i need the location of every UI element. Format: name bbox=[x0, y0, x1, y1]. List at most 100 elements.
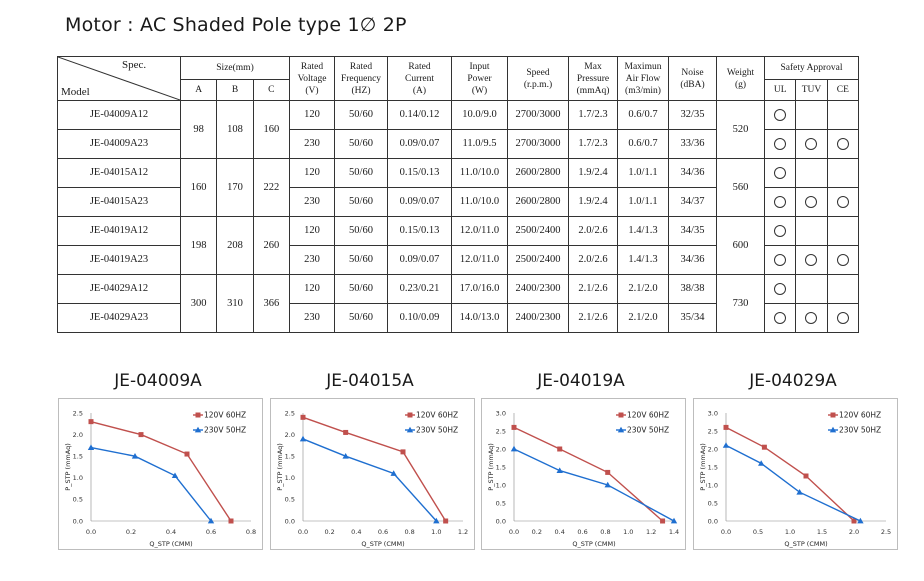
table-row: JE-04029A23 230 50/60 0.10/0.09 14.0/13.0 240… bbox=[57, 303, 859, 333]
chart-title: JE-04019A bbox=[537, 371, 625, 391]
voltage-cell: 230 bbox=[289, 245, 335, 275]
speed-cell: 2500/2400 bbox=[507, 245, 569, 275]
tuv-approval bbox=[795, 130, 826, 158]
legend-marker bbox=[406, 426, 414, 433]
safety-cell bbox=[764, 303, 859, 333]
y-tick-label: 2.5 bbox=[285, 409, 295, 417]
noise-cell: 34/36 bbox=[668, 245, 717, 275]
data-point bbox=[207, 517, 215, 524]
y-tick-label: 2.5 bbox=[496, 427, 506, 435]
legend-label: 230V 50HZ bbox=[204, 426, 246, 435]
page-title: Motor : AC Shaded Pole type 1∅ 2P bbox=[65, 14, 407, 36]
model-cell: JE-04029A23 bbox=[57, 303, 181, 333]
size-b-header: B bbox=[216, 80, 252, 100]
power-cell: 12.0/11.0 bbox=[451, 245, 508, 275]
data-point bbox=[390, 470, 397, 476]
power-cell: 17.0/16.0 bbox=[451, 274, 508, 304]
legend-label: 120V 60HZ bbox=[839, 411, 881, 420]
data-point bbox=[557, 446, 563, 452]
frequency-cell: 50/60 bbox=[334, 129, 388, 159]
data-point bbox=[171, 472, 179, 479]
y-tick-label: 2.0 bbox=[73, 431, 83, 439]
ce-approval bbox=[826, 275, 858, 303]
x-tick-label: 1.5 bbox=[817, 528, 827, 536]
frequency-cell: 50/60 bbox=[334, 216, 388, 246]
frequency-cell: 50/60 bbox=[334, 245, 388, 275]
y-tick-label: 1.0 bbox=[73, 474, 83, 482]
model-cell: JE-04019A12 bbox=[57, 216, 181, 246]
x-axis-label: Q_STP (CMM) bbox=[784, 540, 827, 548]
table-row: JE-04019A12 198 208 260 120 50/60 0.15/0.13 12.… bbox=[57, 216, 859, 275]
series-line bbox=[90, 446, 212, 522]
model-cell: JE-04009A12 bbox=[57, 100, 181, 130]
power-cell: 10.0/9.0 bbox=[451, 100, 508, 130]
voltage-cell: 120 bbox=[289, 158, 335, 188]
model-cell: JE-04009A23 bbox=[57, 129, 181, 159]
ul-approval-mark-icon bbox=[774, 283, 787, 295]
y-tick-label: 1.5 bbox=[496, 463, 506, 471]
ul-approval bbox=[765, 101, 795, 129]
x-tick-label: 0.2 bbox=[324, 528, 334, 536]
current-header: Rated Current (A) bbox=[387, 56, 452, 101]
size-a-value: 160 bbox=[190, 181, 207, 193]
series-line bbox=[302, 416, 447, 522]
y-tick-label: 1.0 bbox=[708, 481, 718, 489]
data-point bbox=[300, 414, 306, 420]
weight-cell: 560 bbox=[716, 158, 765, 217]
y-tick-label: 1.5 bbox=[285, 453, 295, 461]
x-tick-label: 0.0 bbox=[86, 528, 96, 536]
data-point bbox=[722, 442, 730, 448]
noise-cell: 34/36 bbox=[668, 158, 717, 188]
data-point bbox=[131, 453, 139, 459]
power-cell: 12.0/11.0 bbox=[451, 216, 508, 246]
size-cell: 98 108 160 bbox=[180, 100, 290, 159]
x-tick-label: 1.0 bbox=[431, 528, 441, 536]
y-tick-label: 0.0 bbox=[285, 517, 295, 525]
ul-header: UL bbox=[773, 85, 787, 95]
fan-curve-chart: 0.0 0.5 1.0 1.5 2.0 2.5 3.0 0.0 0.5 1.0 1.5 2.0 2.5 Q… bbox=[693, 398, 898, 550]
x-axis-label: Q_STP (CMM) bbox=[361, 540, 404, 548]
x-axis-label: Q_STP (CMM) bbox=[149, 540, 192, 548]
y-tick-label: 2.5 bbox=[73, 409, 83, 417]
ce-approval bbox=[826, 188, 858, 216]
speed-cell: 2700/3000 bbox=[507, 100, 569, 130]
speed-header: Speed (r.p.m.) bbox=[507, 56, 569, 101]
voltage-cell: 230 bbox=[289, 129, 335, 159]
ce-approval-mark-icon bbox=[836, 196, 849, 208]
current-cell: 0.15/0.13 bbox=[387, 158, 452, 188]
y-tick-label: 1.0 bbox=[285, 474, 295, 482]
airflow-cell: 1.4/1.3 bbox=[617, 245, 669, 275]
power-cell: 11.0/10.0 bbox=[451, 187, 508, 217]
pressure-cell: 2.0/2.6 bbox=[568, 245, 618, 275]
data-point bbox=[510, 445, 518, 452]
pressure-cell: 1.9/2.4 bbox=[568, 158, 618, 188]
data-point bbox=[342, 453, 349, 459]
voltage-cell: 230 bbox=[289, 303, 335, 333]
data-point bbox=[796, 489, 803, 495]
noise-cell: 35/34 bbox=[668, 303, 717, 333]
data-point bbox=[228, 518, 234, 524]
legend-marker bbox=[194, 426, 202, 433]
current-cell: 0.09/0.07 bbox=[387, 187, 452, 217]
x-tick-label: 0.0 bbox=[721, 528, 731, 536]
x-tick-label: 0.8 bbox=[600, 528, 610, 536]
weight-cell: 730 bbox=[716, 274, 765, 333]
y-tick-label: 3.0 bbox=[496, 409, 506, 417]
ul-approval bbox=[765, 275, 795, 303]
y-tick-label: 0.5 bbox=[73, 496, 83, 504]
header-diagonal bbox=[58, 57, 180, 100]
legend-marker bbox=[829, 426, 837, 433]
spec-label: Spec. bbox=[122, 59, 147, 71]
legend-marker bbox=[195, 412, 201, 418]
safety-cell bbox=[764, 100, 859, 130]
data-point bbox=[723, 424, 729, 430]
ce-approval bbox=[826, 246, 858, 274]
table-row: JE-04029A12 300 310 366 120 50/60 0.23/0.21 17.… bbox=[57, 274, 859, 333]
ul-approval-mark-icon bbox=[774, 312, 787, 324]
x-tick-label: 0.8 bbox=[246, 528, 256, 536]
tuv-approval bbox=[795, 275, 826, 303]
airflow-cell: 0.6/0.7 bbox=[617, 129, 669, 159]
pressure-cell: 2.1/2.6 bbox=[568, 303, 618, 333]
power-header: Input Power (W) bbox=[451, 56, 508, 101]
pressure-cell: 1.7/2.3 bbox=[568, 129, 618, 159]
